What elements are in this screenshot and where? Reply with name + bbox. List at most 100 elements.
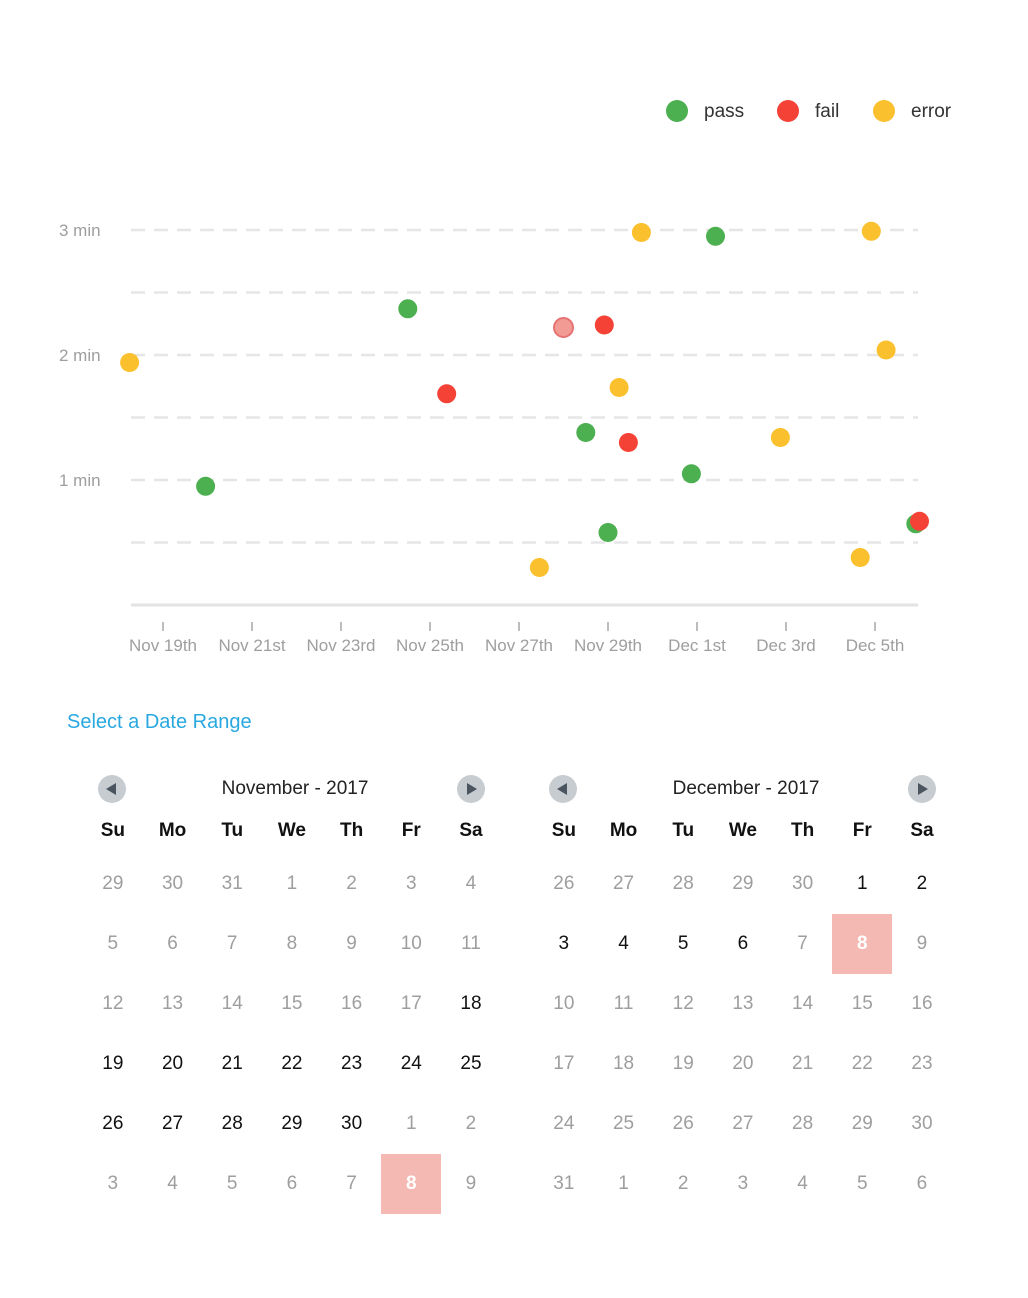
calendar-day[interactable]: 1 [286,873,298,894]
data-point-pass[interactable] [398,299,418,319]
next-month-button[interactable] [908,775,936,803]
next-month-button[interactable] [457,775,485,803]
calendar-day[interactable]: 1 [405,1113,417,1134]
prev-month-button[interactable] [549,775,577,803]
data-point-fail[interactable] [910,511,929,531]
data-point-fail[interactable] [594,315,614,335]
calendar-day[interactable]: 13 [732,993,754,1014]
calendar-day[interactable]: 9 [916,933,928,954]
calendar-day[interactable]: 7 [346,1173,357,1194]
calendar-day[interactable]: 10 [553,993,575,1014]
calendar-day[interactable]: 1 [618,1173,629,1194]
calendar-day[interactable]: 13 [161,993,184,1014]
calendar-day[interactable]: 27 [161,1113,184,1134]
calendar-day[interactable]: 6 [916,1173,928,1194]
calendar-day[interactable]: 26 [102,1113,124,1134]
calendar-day[interactable]: 17 [553,1053,575,1074]
calendar-day[interactable]: 28 [221,1113,243,1134]
calendar-day[interactable]: 22 [851,1053,873,1074]
calendar-day[interactable]: 28 [792,1113,814,1134]
calendar-day-selected[interactable]: 8 [832,914,893,974]
data-point-pass[interactable] [706,226,725,246]
data-point-error[interactable] [120,353,140,372]
calendar-day[interactable]: 3 [558,933,570,954]
calendar-day[interactable]: 4 [465,873,477,894]
calendar-day[interactable]: 19 [102,1053,124,1074]
calendar-day[interactable]: 21 [221,1053,243,1074]
calendar-day[interactable]: 9 [346,933,357,954]
data-point-pass[interactable] [196,476,216,496]
calendar-day[interactable]: 30 [792,873,814,894]
data-point-pass[interactable] [681,464,701,484]
calendar-day[interactable]: 25 [460,1053,482,1074]
calendar-day[interactable]: 20 [161,1053,184,1074]
calendar-day[interactable]: 1 [856,873,868,894]
calendar-day[interactable]: 18 [460,993,482,1014]
calendar-day[interactable]: 29 [851,1113,873,1134]
legend-item-pass[interactable]: pass [666,100,744,122]
data-point-error[interactable] [861,221,881,241]
calendar-day[interactable]: 4 [618,933,629,954]
legend-item-fail[interactable]: fail [777,100,839,122]
prev-month-button[interactable] [98,775,126,803]
data-point-error[interactable] [876,340,896,360]
calendar-day[interactable]: 26 [672,1113,694,1134]
calendar-day[interactable]: 23 [911,1053,933,1074]
calendar-day[interactable]: 5 [677,933,689,954]
calendar-day-selected[interactable]: 8 [381,1154,442,1214]
calendar-day[interactable]: 28 [672,873,694,894]
calendar-day[interactable]: 5 [856,1173,868,1194]
calendar-day[interactable]: 7 [226,933,238,954]
calendar-day[interactable]: 11 [613,993,634,1014]
calendar-day[interactable]: 23 [341,1053,363,1074]
calendar-day[interactable]: 16 [341,993,363,1014]
calendar-day[interactable]: 7 [797,933,808,954]
calendar-day[interactable]: 14 [792,993,814,1014]
calendar-day[interactable]: 4 [797,1173,808,1194]
calendar-day[interactable]: 30 [341,1113,363,1134]
data-point-pass[interactable] [598,523,618,542]
data-point-error[interactable] [631,223,651,242]
calendar-day[interactable]: 2 [916,873,928,894]
calendar-day[interactable]: 3 [107,1173,119,1194]
calendar-day[interactable]: 4 [167,1173,178,1194]
calendar-day[interactable]: 15 [851,993,873,1014]
calendar-day[interactable]: 2 [677,1173,689,1194]
calendar-day[interactable]: 11 [461,933,481,954]
calendar-day[interactable]: 16 [911,993,933,1014]
calendar-day[interactable]: 6 [286,1173,298,1194]
calendar-day[interactable]: 25 [612,1113,635,1134]
calendar-day[interactable]: 27 [732,1113,754,1134]
calendar-day[interactable]: 26 [553,873,575,894]
calendar-day[interactable]: 6 [167,933,178,954]
calendar-day[interactable]: 10 [400,933,422,954]
calendar-day[interactable]: 15 [281,993,303,1014]
data-point-fail[interactable] [618,433,638,452]
data-point-fail[interactable] [437,384,457,404]
calendar-day[interactable]: 2 [465,1113,477,1134]
calendar-day[interactable]: 6 [737,933,749,954]
calendar-day[interactable]: 2 [346,873,357,894]
calendar-day[interactable]: 24 [400,1053,422,1074]
calendar-day[interactable]: 3 [737,1173,749,1194]
data-point-pass[interactable] [576,423,596,442]
data-point-fail[interactable] [553,317,574,338]
data-point-error[interactable] [609,378,629,397]
legend-item-error[interactable]: error [873,100,952,122]
calendar-day[interactable]: 30 [161,873,184,894]
calendar-day[interactable]: 21 [792,1053,814,1074]
calendar-day[interactable]: 3 [405,873,417,894]
calendar-day[interactable]: 31 [221,873,243,894]
calendar-day[interactable]: 19 [672,1053,694,1074]
calendar-day[interactable]: 14 [221,993,243,1014]
calendar-day[interactable]: 8 [286,933,298,954]
calendar-day[interactable]: 20 [732,1053,754,1074]
calendar-day[interactable]: 22 [281,1053,303,1074]
calendar-day[interactable]: 30 [911,1113,933,1134]
calendar-day[interactable]: 24 [553,1113,575,1134]
calendar-day[interactable]: 5 [226,1173,238,1194]
calendar-day[interactable]: 12 [102,993,124,1014]
calendar-day[interactable]: 29 [281,1113,303,1134]
calendar-day[interactable]: 5 [107,933,119,954]
calendar-day[interactable]: 29 [732,873,754,894]
